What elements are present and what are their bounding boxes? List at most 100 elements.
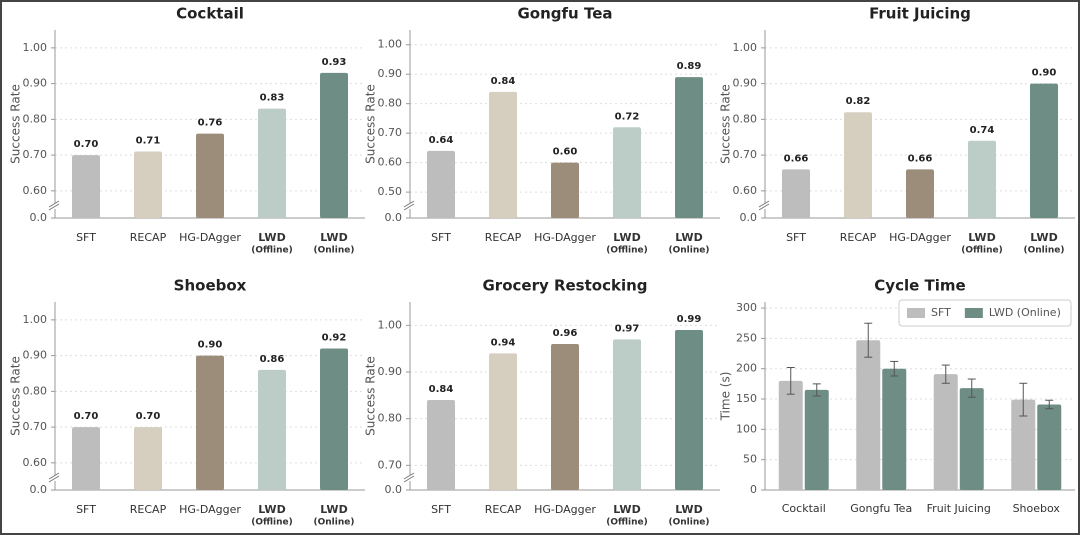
y-tick-label: 0.80 [378, 97, 403, 110]
y-tick-label: 0.50 [378, 185, 403, 198]
y-tick-label: 0.90 [23, 77, 48, 90]
bar [134, 427, 162, 490]
y-tick-label: 0.80 [23, 384, 48, 397]
y-tick-label: 1.00 [378, 318, 403, 331]
x-tick-label: LWD [320, 231, 347, 244]
y-tick-label: 0.70 [378, 458, 403, 471]
x-tick-label: LWD [968, 231, 995, 244]
x-tick-label: LWD [675, 231, 702, 244]
x-tick-label: Shoebox [1013, 502, 1061, 515]
axis-break [758, 203, 770, 211]
bar [320, 348, 348, 490]
value-label: 0.70 [74, 411, 99, 422]
x-tick-note: (Online) [669, 518, 710, 528]
y-axis-label: Success Rate [9, 84, 23, 164]
y-tick-label: 0.80 [23, 112, 48, 125]
bar [551, 162, 579, 218]
value-label: 0.74 [970, 125, 995, 136]
bar [196, 133, 224, 218]
y-tick-label: 0.90 [23, 349, 48, 362]
bar [675, 330, 703, 490]
bar [968, 140, 996, 218]
y-tick-label: 0 [750, 483, 757, 496]
value-label: 0.71 [136, 136, 161, 147]
value-label: 0.90 [198, 340, 223, 351]
y-tick-label: 0.70 [733, 148, 758, 161]
chart-title: Fruit Juicing [869, 5, 971, 23]
y-tick-label: 0.60 [378, 156, 403, 169]
bar [959, 388, 984, 490]
x-tick-label: LWD [258, 503, 285, 516]
chart-title: Gongfu Tea [518, 5, 613, 23]
y-axis-label: Success Rate [364, 356, 378, 436]
x-tick-label: LWD [320, 503, 347, 516]
bar [258, 369, 286, 490]
value-label: 0.93 [322, 57, 347, 68]
bar [613, 127, 641, 218]
value-label: 0.99 [677, 314, 702, 325]
y-tick-label: 200 [736, 362, 757, 375]
axis-break [48, 472, 60, 480]
x-tick-label: SFT [431, 231, 451, 244]
value-label: 0.70 [136, 411, 161, 422]
x-tick-label: LWD [258, 231, 285, 244]
legend-label: SFT [931, 306, 951, 319]
bar [551, 344, 579, 490]
bar [933, 374, 958, 490]
y-axis-label: Success Rate [9, 356, 23, 436]
x-tick-label: RECAP [130, 503, 167, 516]
x-tick-label: RECAP [130, 231, 167, 244]
legend-swatch [907, 308, 925, 318]
y-axis-label: Success Rate [364, 84, 378, 164]
value-label: 0.72 [615, 111, 640, 122]
bar [1037, 404, 1062, 490]
chart-title: Shoebox [174, 277, 247, 295]
value-label: 0.90 [1032, 68, 1057, 79]
y-tick-label: 100 [736, 422, 757, 435]
value-label: 0.83 [260, 93, 285, 104]
x-tick-label: LWD [1030, 231, 1057, 244]
x-tick-label: SFT [76, 231, 96, 244]
x-tick-label: RECAP [485, 231, 522, 244]
y-tick-label: 1.00 [733, 41, 758, 54]
bar [258, 108, 286, 218]
x-tick-label: HG-DAgger [179, 503, 241, 516]
x-tick-label: SFT [786, 231, 806, 244]
bar [675, 77, 703, 218]
bar [489, 91, 517, 218]
axis-break [48, 203, 60, 211]
axis-break [48, 475, 60, 483]
y-tick-label: 250 [736, 331, 757, 344]
value-label: 0.70 [74, 139, 99, 150]
y-tick-label: 0.0 [30, 211, 48, 224]
x-tick-note: (Offline) [606, 518, 648, 528]
axis-break [48, 200, 60, 208]
bar [72, 155, 100, 218]
y-tick-label: 1.00 [23, 41, 48, 54]
x-tick-note: (Offline) [251, 518, 293, 528]
bar [882, 368, 907, 490]
value-label: 0.66 [908, 153, 933, 164]
value-label: 0.96 [553, 328, 578, 339]
chart-title: Grocery Restocking [482, 277, 647, 295]
y-axis-label: Success Rate [719, 84, 733, 164]
x-tick-note: (Offline) [961, 246, 1003, 256]
bar [72, 427, 100, 490]
value-label: 0.86 [260, 354, 285, 365]
y-tick-label: 300 [736, 301, 757, 314]
y-tick-label: 0.0 [385, 211, 403, 224]
chart-title: Cocktail [176, 5, 244, 23]
bar [804, 389, 829, 490]
x-tick-label: HG-DAgger [534, 231, 596, 244]
bar [856, 340, 881, 490]
x-tick-note: (Online) [1024, 246, 1065, 256]
x-tick-label: Gongfu Tea [850, 502, 912, 515]
x-tick-note: (Offline) [606, 246, 648, 256]
value-label: 0.60 [553, 147, 578, 158]
x-tick-label: Cocktail [782, 502, 826, 515]
value-label: 0.89 [677, 61, 702, 72]
bar [906, 169, 934, 218]
y-tick-label: 0.80 [378, 412, 403, 425]
